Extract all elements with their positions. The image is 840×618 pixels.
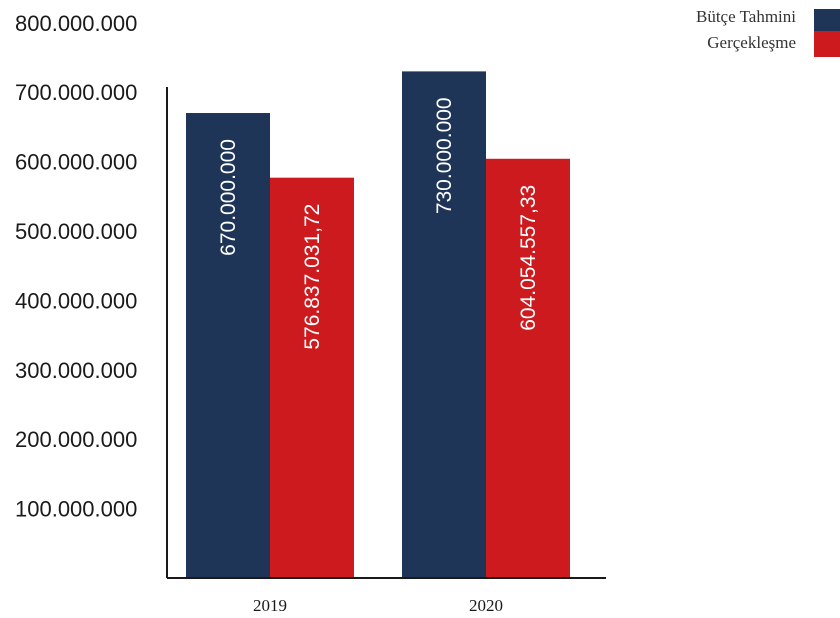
bar-2020-actual bbox=[486, 158, 570, 578]
x-tick-label: 2020 bbox=[469, 596, 503, 615]
bar-2019-budget bbox=[186, 113, 270, 579]
bar-value-label: 670.000.000 bbox=[217, 139, 240, 256]
axes bbox=[166, 87, 606, 579]
y-tick-label: 500.000.000 bbox=[15, 219, 137, 244]
bar-value-label: 576.837.031,72 bbox=[301, 204, 324, 350]
bar-2019-actual bbox=[270, 177, 354, 578]
legend-swatch bbox=[814, 9, 840, 35]
bar-value-labels: 670.000.000 576.837.031,72 730.000.000 604.… bbox=[217, 97, 540, 349]
y-tick-label: 600.000.000 bbox=[15, 150, 137, 175]
y-tick-label: 200.000.000 bbox=[15, 427, 137, 452]
y-tick-label: 100.000.000 bbox=[15, 497, 137, 522]
bar-value-label: 730.000.000 bbox=[433, 97, 456, 214]
y-axis-ticks: 100.000.000 200.000.000 300.000.000 400.000… bbox=[15, 11, 137, 522]
x-axis-ticks: 2019 2020 bbox=[253, 596, 503, 615]
y-tick-label: 300.000.000 bbox=[15, 358, 137, 383]
x-tick-label: 2019 bbox=[253, 596, 287, 615]
y-tick-label: 400.000.000 bbox=[15, 288, 137, 313]
y-tick-label: 800.000.000 bbox=[15, 11, 137, 36]
bar-value-label: 604.054.557,33 bbox=[517, 185, 540, 331]
legend-label: Gerçekleşme bbox=[707, 33, 796, 52]
bars bbox=[186, 71, 570, 579]
bar-2020-budget bbox=[402, 71, 486, 578]
y-tick-label: 700.000.000 bbox=[15, 80, 137, 105]
legend: Bütçe Tahmini Gerçekleşme bbox=[696, 7, 840, 57]
legend-swatch bbox=[814, 31, 840, 57]
legend-label: Bütçe Tahmini bbox=[696, 7, 796, 26]
